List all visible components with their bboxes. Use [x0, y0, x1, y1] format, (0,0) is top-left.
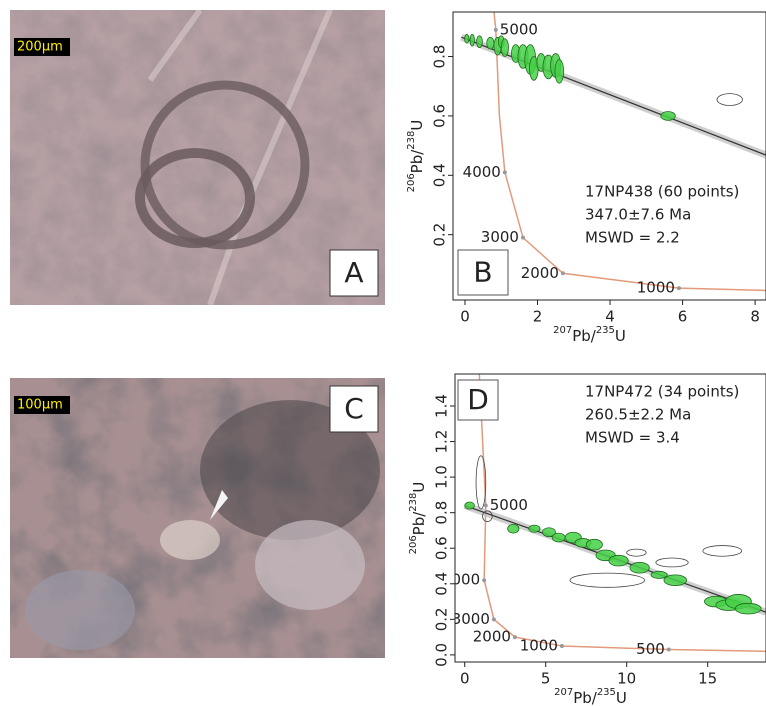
y-tick-label: 0.2 [433, 607, 451, 631]
annotation: MSWD = 2.2 [585, 229, 680, 247]
age-marker [482, 578, 486, 582]
age-marker [677, 286, 681, 290]
age-marker [492, 617, 496, 621]
error-ellipse [703, 546, 742, 557]
age-marker [503, 170, 507, 174]
x-axis-label-part: Pb/ [572, 327, 597, 345]
error-ellipse [656, 558, 688, 567]
error-ellipse [661, 111, 676, 120]
age-label: 5000 [500, 20, 538, 38]
x-tick-label: 2 [533, 308, 543, 326]
error-ellipse [465, 34, 469, 43]
age-marker [560, 644, 564, 648]
age-marker [561, 271, 565, 275]
y-tick-label: 0.2 [431, 223, 449, 247]
panel-letter: C [344, 392, 364, 425]
y-axis-label-part: 206 [406, 173, 417, 192]
x-tick-label: 0 [460, 308, 470, 326]
error-ellipse [651, 571, 667, 578]
error-ellipse [552, 533, 565, 542]
age-label: 3000 [452, 610, 490, 628]
annotation: 17NP438 (60 points) [585, 183, 739, 201]
x-tick-label: 6 [678, 308, 688, 326]
y-tick-label: 0.8 [431, 45, 449, 69]
annotation: 347.0±7.6 Ma [585, 206, 691, 224]
y-tick-label: 0.6 [431, 104, 449, 128]
x-tick-label: 10 [617, 670, 636, 688]
x-axis-label-part: 235 [597, 687, 616, 698]
figure: 200µm A 100µm C 500040003000200010000246… [0, 0, 766, 706]
error-ellipse [555, 60, 564, 84]
scale-label: 200µm [17, 40, 63, 55]
y-tick-label: 0.4 [431, 163, 449, 187]
age-marker [494, 28, 498, 32]
x-tick-label: 5 [541, 670, 551, 688]
y-axis-label-part: Pb/ [410, 511, 428, 536]
scale-label: 100µm [17, 398, 63, 413]
age-marker [513, 635, 517, 639]
error-ellipse [470, 34, 474, 46]
x-axis-label: 207Pb/235U [553, 325, 626, 345]
age-label: 500 [636, 640, 665, 658]
x-axis-label-part: Pb/ [573, 689, 598, 706]
x-axis-label-part: U [615, 327, 626, 345]
y-axis-label-part: U [410, 482, 428, 493]
age-label: 4000 [463, 163, 501, 181]
y-axis-label-part: 206 [408, 535, 419, 554]
x-tick-label: 8 [750, 308, 760, 326]
y-axis-label-part: U [408, 120, 426, 131]
error-ellipse [717, 94, 742, 106]
age-label: 1000 [520, 637, 558, 655]
y-tick-label: 1.4 [433, 394, 451, 418]
error-ellipse [609, 555, 628, 566]
y-tick-label: 0.0 [433, 643, 451, 667]
panel-letter: D [467, 383, 489, 416]
error-ellipse [508, 524, 519, 533]
annotation: MSWD = 3.4 [585, 429, 680, 447]
y-tick-label: 1.2 [433, 430, 451, 454]
error-ellipse [477, 36, 483, 48]
age-marker [667, 648, 671, 652]
x-tick-label: 0 [460, 670, 470, 688]
error-ellipse [630, 562, 649, 573]
y-tick-label: 0.4 [433, 572, 451, 596]
x-axis-label-part: U [616, 689, 627, 706]
age-marker [521, 236, 525, 240]
age-label: 2000 [521, 264, 559, 282]
error-ellipse [664, 575, 687, 586]
x-tick-label: 4 [605, 308, 615, 326]
error-ellipse [570, 573, 645, 587]
y-tick-label: 0.8 [433, 501, 451, 525]
age-label: 3000 [481, 228, 519, 246]
annotation: 260.5±2.2 Ma [585, 406, 691, 424]
y-axis-label-part: Pb/ [408, 149, 426, 174]
x-tick-label: 15 [698, 670, 717, 688]
error-ellipse [627, 549, 646, 556]
panel-letter: A [344, 256, 363, 289]
error-ellipse [501, 39, 508, 57]
age-label: 2000 [473, 628, 511, 646]
error-ellipse [529, 525, 540, 532]
y-axis-label-part: 238 [406, 131, 417, 150]
error-ellipse [465, 502, 475, 509]
y-axis-label: 206Pb/238U [406, 120, 426, 193]
error-ellipse [487, 37, 494, 49]
age-label: 5000 [490, 496, 528, 514]
y-tick-label: 0.6 [433, 536, 451, 560]
x-axis-label-part: 207 [553, 325, 572, 336]
x-axis-label-part: 207 [554, 687, 573, 698]
age-marker [484, 504, 488, 508]
panel-letter: B [473, 256, 492, 289]
y-tick-label: 1.0 [433, 465, 451, 489]
micrograph-c [10, 378, 385, 658]
y-axis-label: 206Pb/238U [408, 482, 428, 555]
error-ellipse [735, 603, 761, 614]
age-label: 1000 [637, 279, 675, 297]
x-axis-label-part: 235 [596, 325, 615, 336]
annotation: 17NP472 (34 points) [585, 383, 739, 401]
x-axis-label: 207Pb/235U [554, 687, 627, 706]
y-axis-label-part: 238 [408, 493, 419, 512]
error-ellipse [586, 539, 602, 550]
